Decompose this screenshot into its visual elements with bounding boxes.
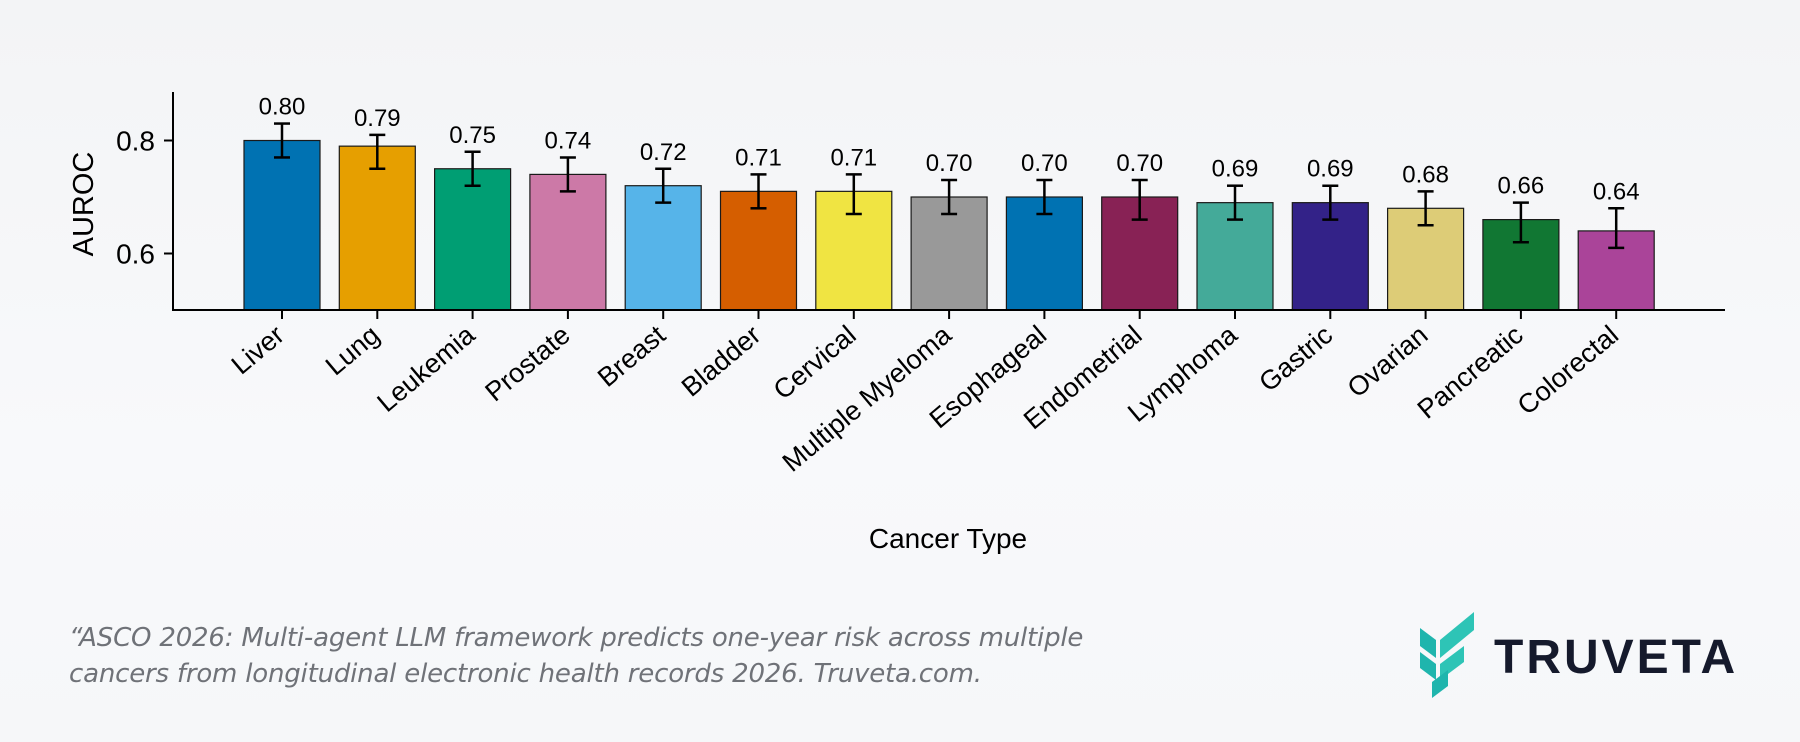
x-axis-label: Cancer Type — [869, 523, 1027, 554]
value-label: 0.70 — [926, 150, 973, 177]
error-bar — [464, 150, 481, 187]
value-label: 0.69 — [1307, 156, 1354, 183]
x-tick-label: Breast — [592, 319, 671, 392]
value-label: 0.64 — [1593, 178, 1640, 205]
citation-text: “ASCO 2026: Multi-agent LLM framework pr… — [69, 623, 1084, 689]
value-label: 0.72 — [640, 139, 687, 166]
error-bar — [1608, 207, 1625, 250]
y-ticks: 0.6 0.8 — [116, 126, 173, 270]
bar — [338, 145, 416, 311]
x-tick-label: Lung — [320, 320, 385, 382]
value-label: 0.70 — [1021, 150, 1068, 177]
error-bar — [750, 173, 767, 210]
y-axis-label: AUROC — [68, 152, 100, 257]
value-label: 0.80 — [259, 94, 306, 121]
bar — [529, 173, 607, 311]
value-label: 0.75 — [449, 122, 496, 149]
x-tick-label: Gastric — [1253, 320, 1338, 398]
value-labels: 0.80 0.79 0.75 0.74 0.72 0.71 0.71 0.70 0.70 0.70… — [259, 94, 1640, 206]
x-tick-label: Multiple Myeloma — [777, 319, 958, 478]
bar — [1005, 196, 1084, 311]
error-bar — [941, 178, 958, 216]
error-bar — [1227, 184, 1243, 221]
truveta-logo-icon — [1420, 612, 1474, 698]
error-bar — [845, 173, 862, 216]
error-bar — [1131, 178, 1148, 221]
x-tick-label: Prostate — [479, 320, 575, 408]
error-bar — [1512, 201, 1529, 244]
bar — [243, 139, 321, 311]
value-label: 0.79 — [354, 105, 401, 132]
value-label: 0.68 — [1402, 161, 1449, 188]
value-label: 0.70 — [1116, 150, 1163, 177]
error-bar — [655, 167, 672, 204]
error-bar — [274, 122, 290, 159]
brand-name: TRUVETA — [1494, 631, 1739, 684]
value-label: 0.71 — [830, 144, 877, 171]
error-bar — [1322, 184, 1339, 221]
x-tick-label: Colorectal — [1512, 320, 1624, 421]
y-tick-label: 0.6 — [116, 239, 155, 270]
value-label: 0.69 — [1212, 156, 1259, 183]
x-tick-label: Ovarian — [1342, 320, 1434, 404]
bars-layer — [243, 122, 1655, 311]
value-label: 0.74 — [545, 127, 592, 154]
bar — [624, 185, 702, 311]
x-tick-label: Cervical — [768, 320, 862, 406]
x-tick-label: Liver — [226, 320, 290, 381]
error-bar — [369, 133, 386, 170]
value-label: 0.66 — [1498, 173, 1545, 200]
bar — [434, 168, 512, 311]
x-tick-label: Leukemia — [371, 319, 481, 418]
x-tick-label: Bladder — [676, 320, 767, 403]
value-label: 0.71 — [735, 144, 782, 171]
bar — [910, 196, 988, 311]
error-bar — [1417, 190, 1434, 227]
x-tick-label: Pancreatic — [1412, 320, 1529, 425]
error-bar — [559, 156, 576, 193]
error-bar — [1036, 178, 1053, 216]
y-tick-label: 0.8 — [116, 126, 155, 157]
